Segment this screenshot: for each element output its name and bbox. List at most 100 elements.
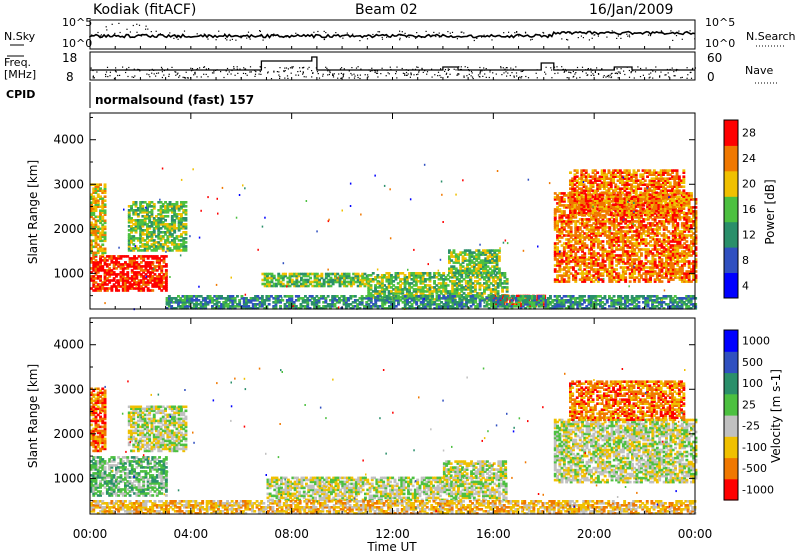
power-cell [593, 191, 597, 194]
nsearch-point [169, 32, 171, 34]
power-cell [170, 221, 174, 224]
nave-point [190, 70, 193, 72]
power-cell [101, 223, 105, 227]
power-cell [683, 226, 687, 229]
power-cell [466, 249, 469, 252]
power-cell [475, 269, 479, 272]
power-cell [615, 226, 618, 229]
power-cell [578, 246, 582, 249]
power-cell [166, 235, 170, 238]
power-cell [439, 282, 443, 285]
power-cell [117, 255, 121, 258]
nave-point [215, 69, 217, 71]
power-cell [433, 298, 436, 301]
power-cell [658, 238, 662, 241]
power-cell [690, 250, 693, 253]
power-cell [450, 267, 454, 270]
power-cell [430, 286, 434, 289]
nave-point [231, 69, 233, 72]
power-cell [685, 204, 689, 207]
power-cell [170, 207, 174, 210]
power-cell [580, 173, 584, 176]
power-cell [467, 276, 470, 279]
power-cell [385, 276, 389, 279]
power-cell [472, 261, 476, 264]
power-cell [598, 183, 602, 186]
power-cell [655, 222, 659, 225]
power-cell [596, 189, 600, 192]
power-cell [553, 226, 557, 229]
power-cell [587, 195, 590, 198]
power-cell [685, 222, 689, 225]
power-cell [631, 216, 634, 219]
power-cell [378, 276, 382, 279]
power-cell [621, 260, 625, 263]
nave-point [339, 68, 342, 70]
power-cell [277, 272, 281, 276]
power-cell [598, 193, 602, 196]
nave-point [431, 68, 433, 70]
power-cell [590, 240, 593, 243]
power-cell [148, 215, 152, 218]
power-cell [410, 274, 414, 277]
power-cell [678, 256, 682, 259]
power-cell [385, 286, 389, 289]
power-cell [133, 277, 136, 280]
nave-point [513, 76, 515, 78]
power-cell [612, 212, 616, 215]
power-cell [567, 196, 571, 199]
power-cell [683, 256, 687, 259]
power-cell [166, 241, 170, 244]
power-cell [637, 256, 641, 259]
power-cell [621, 268, 625, 271]
power-cell [662, 222, 666, 225]
power-cell [584, 179, 588, 182]
power-cell [101, 233, 105, 237]
nave-point [431, 76, 433, 78]
power-cell [94, 233, 98, 237]
nave-point [597, 73, 600, 75]
power-cell [590, 216, 593, 219]
power-cell [266, 276, 269, 280]
power-cell [626, 216, 630, 219]
power-cell [433, 274, 436, 277]
power-cell [678, 232, 682, 235]
power-cell [669, 192, 673, 195]
nave-label: Nave [745, 64, 773, 77]
power-cell [578, 218, 582, 221]
power-cell [599, 234, 603, 237]
power-cell [158, 267, 161, 270]
nave-point [553, 66, 556, 68]
power-cell [628, 236, 632, 239]
power-cell [383, 276, 387, 279]
nave-point [211, 72, 214, 74]
power-cell [612, 218, 616, 221]
power-cell [164, 271, 168, 274]
power-cell [626, 250, 630, 253]
power-cell [139, 245, 143, 248]
power-cell [560, 258, 564, 261]
power-cell [124, 287, 127, 290]
power-cell [162, 257, 166, 260]
nave-point [302, 71, 304, 73]
power-cell [477, 255, 481, 258]
nsearch-point [451, 31, 454, 33]
power-cell [578, 268, 582, 271]
power-cell [124, 283, 127, 286]
power-cell [580, 191, 584, 194]
power-cell [642, 266, 646, 269]
power-cell [660, 258, 664, 261]
power-cell [473, 280, 477, 283]
power-cell [439, 274, 443, 277]
power-cell [182, 225, 186, 228]
power-cell [297, 280, 301, 284]
power-cell [311, 280, 315, 284]
power-cell [367, 288, 371, 291]
nave-point [161, 68, 163, 70]
power-cell [94, 273, 98, 276]
power-cell [146, 287, 150, 290]
power-cell [478, 278, 482, 281]
power-cell [126, 279, 130, 282]
power-cell [590, 278, 593, 281]
power-cell [667, 256, 671, 259]
